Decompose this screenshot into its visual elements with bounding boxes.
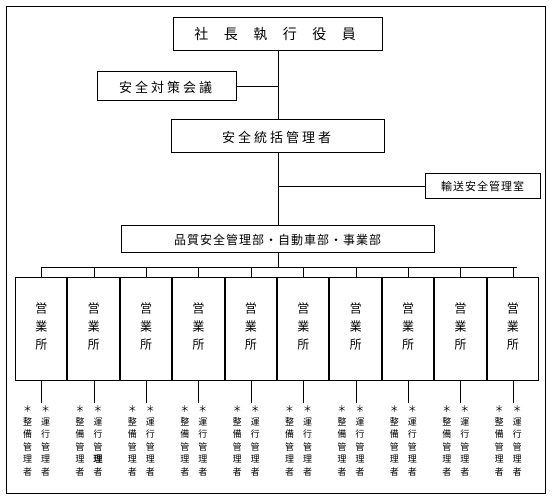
line-branch-drop (356, 267, 357, 277)
branch-cell: 営業所 (329, 277, 381, 381)
branch-bottom-label: ＊ ＊ 整 運 備 行 管 管 理 理 者 者 (285, 403, 312, 479)
branch-bottom-label: ＊ ＊ 整 運 備 行 管 管 理 理 者 者 (180, 403, 207, 479)
line-dept-down (278, 253, 279, 267)
branch-label: 営業所 (33, 302, 50, 356)
branch-cell: 営業所 (172, 277, 224, 381)
branch-label: 営業所 (137, 302, 154, 356)
branch-label: 営業所 (295, 302, 312, 356)
node-office: 輸送安全管理室 (425, 173, 541, 199)
line-office-left (278, 186, 425, 187)
line-branch-to-label (146, 381, 147, 403)
line-branch-to-label (198, 381, 199, 403)
node-dept-label: 品質安全管理部・自動車部・事業部 (174, 231, 382, 248)
org-chart-canvas: 社 長 執 行 役 員 安全対策会議 安全統括管理者 輸送安全管理室 品質安全管… (6, 6, 546, 494)
node-president: 社 長 執 行 役 員 (173, 17, 383, 51)
line-council-right (237, 86, 278, 87)
line-president-down (278, 51, 279, 119)
line-branch-to-label (408, 381, 409, 403)
branch-cell: 営業所 (382, 277, 434, 381)
branch-label: 営業所 (190, 302, 207, 356)
line-branch-to-label (303, 381, 304, 403)
branch-cell: 営業所 (434, 277, 486, 381)
line-branch-to-label (513, 381, 514, 403)
line-branch-to-label (94, 381, 95, 403)
line-branch-bus (41, 267, 517, 268)
node-supervisor-label: 安全統括管理者 (222, 127, 334, 146)
branch-cell: 営業所 (277, 277, 329, 381)
branch-bottom-label: ＊ ＊ 整 運 備 行 管 管 理 理 者 者 (442, 403, 469, 479)
branch-bottom-label: ＊ ＊ 整 運 備 行 管 管 理 理 者 者 (495, 403, 522, 479)
line-branch-drop (408, 267, 409, 277)
node-supervisor: 安全統括管理者 (171, 119, 385, 153)
branch-bottom-label: ＊ ＊ 整 運 備 行 管 管 理 理 者 者 (337, 403, 364, 479)
node-council-label: 安全対策会議 (119, 77, 215, 96)
node-council: 安全対策会議 (97, 71, 237, 101)
branch-cell: 営業所 (487, 277, 539, 381)
line-branch-drop (303, 267, 304, 277)
line-branch-to-label (356, 381, 357, 403)
branch-label: 営業所 (85, 302, 102, 356)
line-branch-to-label (251, 381, 252, 403)
node-office-label: 輸送安全管理室 (441, 178, 525, 194)
line-supervisor-down (278, 153, 279, 225)
branch-bottom-label: ＊ ＊ 整 運 備 行 管 管 理 理 者 者 (390, 403, 417, 479)
line-branch-drop (198, 267, 199, 277)
branch-bottom-label: ＊ ＊ 整 運 備 行 管 管 理 理 者 者 (128, 403, 155, 479)
branch-label: 営業所 (452, 302, 469, 356)
branch-bottom-label: ＊ ＊ 整 運 備 行 管 管 理 理 者 者 (23, 403, 50, 479)
branch-cell: 営業所 (225, 277, 277, 381)
branch-bottom-label: ＊ ＊整 運備 行管 管理 理者 者 (75, 403, 102, 479)
branch-label: 営業所 (347, 302, 364, 356)
branch-label: 営業所 (399, 302, 416, 356)
branch-label: 営業所 (242, 302, 259, 356)
line-branch-drop (460, 267, 461, 277)
node-president-label: 社 長 執 行 役 員 (194, 24, 362, 44)
line-branch-drop (94, 267, 95, 277)
branch-cell: 営業所 (120, 277, 172, 381)
line-branch-to-label (460, 381, 461, 403)
branch-cell: 営業所 (15, 277, 67, 381)
line-branch-drop (251, 267, 252, 277)
line-branch-drop (513, 267, 514, 277)
branch-cell: 営業所 (67, 277, 119, 381)
line-branch-drop (41, 267, 42, 277)
line-branch-to-label (41, 381, 42, 403)
node-dept: 品質安全管理部・自動車部・事業部 (121, 225, 435, 253)
branch-label: 営業所 (504, 302, 521, 356)
branch-bottom-label: ＊ ＊ 整 運 備 行 管 管 理 理 者 者 (233, 403, 260, 479)
line-branch-drop (146, 267, 147, 277)
